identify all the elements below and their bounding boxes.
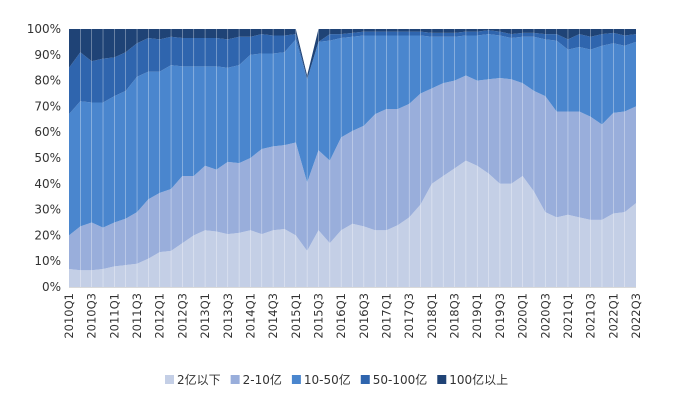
x-tick-label: 2015Q1 bbox=[289, 293, 303, 339]
x-tick-label: 2022Q3 bbox=[629, 293, 643, 339]
x-tick-label: 2011Q1 bbox=[107, 293, 121, 339]
x-tick-label: 2022Q1 bbox=[606, 293, 620, 339]
legend-swatch bbox=[165, 375, 174, 384]
legend-label: 10-50亿 bbox=[304, 372, 351, 387]
y-tick-label: 80% bbox=[34, 74, 61, 88]
y-tick-label: 0% bbox=[42, 280, 61, 294]
x-tick-label: 2013Q1 bbox=[198, 293, 212, 339]
x-tick-label: 2015Q3 bbox=[311, 293, 325, 339]
x-tick-label: 2016Q1 bbox=[334, 293, 348, 339]
x-tick-label: 2016Q3 bbox=[357, 293, 371, 339]
y-tick-label: 40% bbox=[34, 177, 61, 191]
area-series-3 bbox=[69, 34, 636, 236]
legend-label: 2-10亿 bbox=[243, 372, 282, 387]
x-tick-label: 2020Q3 bbox=[538, 293, 552, 339]
y-axis: 0% 10% 20% 30% 40% 50% 60% 70% 80% 90% 100% bbox=[27, 22, 61, 294]
y-tick-label: 10% bbox=[34, 254, 61, 268]
x-tick-label: 2011Q3 bbox=[130, 293, 144, 339]
x-tick-label: 2018Q1 bbox=[425, 293, 439, 339]
legend: 2亿以下 2-10亿 10-50亿 50-100亿 100亿以上 bbox=[165, 372, 508, 387]
x-tick-label: 2018Q3 bbox=[448, 293, 462, 339]
x-axis: 2010Q1 2010Q3 2011Q1 2011Q3 2012Q1 2012Q3 2013… bbox=[62, 287, 643, 339]
legend-swatch bbox=[437, 375, 447, 384]
area-series-4 bbox=[69, 30, 636, 115]
x-tick-label: 2012Q3 bbox=[175, 293, 189, 339]
y-tick-label: 20% bbox=[34, 228, 61, 242]
x-tick-label: 2021Q1 bbox=[561, 293, 575, 339]
legend-label: 100亿以上 bbox=[449, 372, 508, 387]
x-tick-label: 2021Q3 bbox=[584, 293, 598, 339]
legend-swatch bbox=[291, 375, 301, 384]
legend-swatch bbox=[230, 375, 240, 384]
legend-label: 2亿以下 bbox=[177, 372, 221, 387]
x-tick-label: 2019Q1 bbox=[470, 293, 484, 339]
y-tick-label: 90% bbox=[34, 48, 61, 62]
y-tick-label: 70% bbox=[34, 99, 61, 113]
x-tick-label: 2012Q1 bbox=[153, 293, 167, 339]
quarter-dividers bbox=[80, 29, 625, 287]
x-tick-label: 2019Q3 bbox=[493, 293, 507, 339]
legend-label: 50-100亿 bbox=[373, 372, 428, 387]
y-tick-label: 100% bbox=[27, 22, 61, 36]
x-tick-label: 2014Q1 bbox=[243, 293, 257, 339]
y-tick-label: 50% bbox=[34, 151, 61, 165]
y-tick-label: 30% bbox=[34, 203, 61, 217]
y-tick-label: 60% bbox=[34, 125, 61, 139]
x-tick-label: 2010Q1 bbox=[62, 293, 76, 339]
x-tick-label: 2017Q3 bbox=[402, 293, 416, 339]
x-tick-label: 2020Q1 bbox=[516, 293, 530, 339]
legend-swatch bbox=[360, 375, 370, 384]
x-tick-label: 2010Q3 bbox=[85, 293, 99, 339]
x-tick-label: 2013Q3 bbox=[221, 293, 235, 339]
x-tick-label: 2014Q3 bbox=[266, 293, 280, 339]
x-tick-label: 2017Q1 bbox=[380, 293, 394, 339]
